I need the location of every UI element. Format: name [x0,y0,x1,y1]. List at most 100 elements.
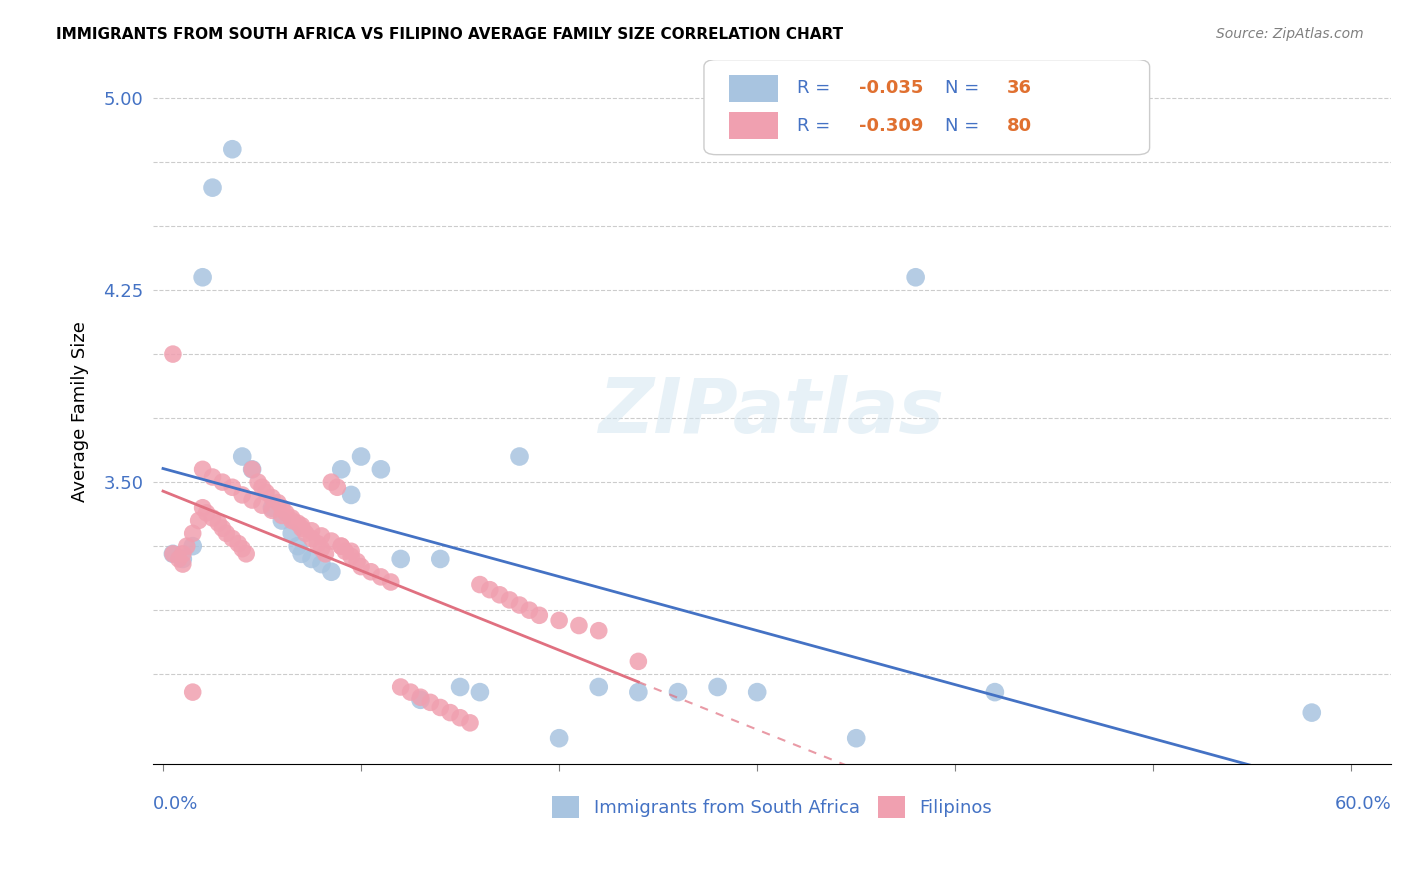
Point [845,731,868,746]
Point [187,514,209,528]
Point [226,536,249,550]
Point [627,654,650,668]
Point [181,526,204,541]
Point [176,539,198,553]
Point [747,685,769,699]
Point [350,450,373,464]
Point [335,544,357,558]
Point [509,598,531,612]
Point [429,700,451,714]
Text: IMMIGRANTS FROM SOUTH AFRICA VS FILIPINO AVERAGE FAMILY SIZE CORRELATION CHART: IMMIGRANTS FROM SOUTH AFRICA VS FILIPINO… [56,27,844,42]
Point [172,552,194,566]
Point [488,588,510,602]
Text: R =: R = [797,78,835,96]
Point [409,690,432,705]
Text: 60.0%: 60.0% [1334,795,1391,813]
Point [627,685,650,699]
Point [311,541,333,556]
Point [389,552,412,566]
Point [247,475,270,490]
Point [270,508,292,523]
Point [360,565,382,579]
Point [287,516,309,530]
Point [162,547,184,561]
Point [274,506,297,520]
Point [221,480,243,494]
Point [291,518,314,533]
Point [307,536,329,550]
Point [260,503,283,517]
Text: R =: R = [797,117,835,135]
Point [281,514,304,528]
Point [409,693,432,707]
Point [231,541,253,556]
Point [201,180,224,194]
Text: 36: 36 [1007,78,1032,96]
Point [221,532,243,546]
Point [449,711,471,725]
Point [191,462,214,476]
Point [340,549,363,564]
Point [1301,706,1323,720]
FancyBboxPatch shape [704,60,1150,154]
Text: N =: N = [945,78,986,96]
Point [287,539,309,553]
Point [250,480,273,494]
Point [548,614,571,628]
Point [330,462,353,476]
Point [311,529,333,543]
Point [162,347,184,361]
Point [291,521,314,535]
Point [519,603,541,617]
Point [301,552,323,566]
Point [221,142,243,156]
Point [281,526,304,541]
Point [429,552,451,566]
Point [301,532,323,546]
Point [211,475,233,490]
Point [478,582,501,597]
Point [509,450,531,464]
Point [468,685,491,699]
Point [458,715,481,730]
Point [254,485,277,500]
Point [231,450,253,464]
Point [498,593,520,607]
Point [568,618,591,632]
FancyBboxPatch shape [728,75,779,102]
Point [195,506,218,520]
Point [240,462,263,476]
Point [340,488,363,502]
Point [380,574,402,589]
Point [162,547,184,561]
Point [439,706,461,720]
Point [211,521,233,535]
Point [588,680,610,694]
Point [201,511,224,525]
Point [172,557,194,571]
Point [181,539,204,553]
Point [350,559,373,574]
Point [167,552,190,566]
Point [240,493,263,508]
Text: 80: 80 [1007,117,1032,135]
Point [215,526,238,541]
Point [346,555,368,569]
Point [340,544,363,558]
Point [370,462,392,476]
Point [419,695,441,709]
Point [235,547,257,561]
Point [904,270,927,285]
Point [207,516,229,530]
Point [314,547,336,561]
Point [231,488,253,502]
Point [370,570,392,584]
Point [270,500,292,515]
Point [181,685,204,699]
Point [191,500,214,515]
Text: 0.0%: 0.0% [153,795,198,813]
Point [330,539,353,553]
Text: Source: ZipAtlas.com: Source: ZipAtlas.com [1216,27,1364,41]
Text: -0.035: -0.035 [859,78,924,96]
Point [260,491,283,505]
